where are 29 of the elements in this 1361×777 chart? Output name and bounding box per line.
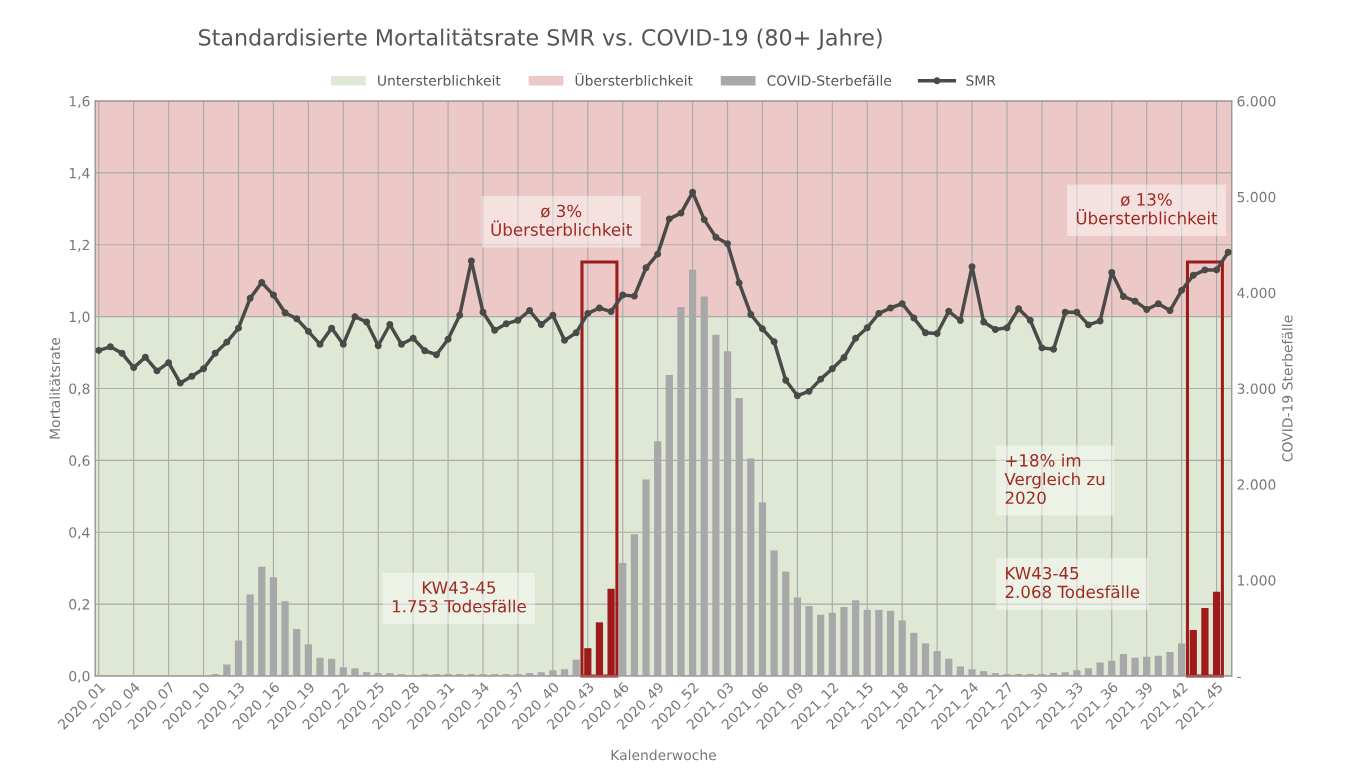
y2-tick-label: 4.000 [1237, 287, 1276, 299]
y-tick-label: 0,6 [69, 455, 90, 468]
y-tick-label: 0,0 [69, 670, 90, 683]
y2-tick-label: 3.000 [1237, 383, 1276, 394]
legend-label: SMR [966, 75, 996, 86]
y-tick-label: 1,2 [69, 239, 90, 252]
legend-label: Übersterblichkeit [575, 72, 693, 86]
y2-axis-title: COVID-19 Sterbefälle [1281, 315, 1293, 462]
y-axis-title: Mortalitätsrate [49, 337, 61, 439]
chart-title: Standardisierte Mortalitätsrate SMR vs. COVID-19 (80+ Jahre) [199, 28, 882, 50]
y2-tick-label: 6.000 [1237, 95, 1276, 107]
y-tick-label: 1,4 [69, 168, 90, 180]
y2-tick-label: 1.000 [1238, 575, 1276, 586]
x-axis-title: Kalenderwoche [611, 749, 716, 761]
legend-label: Untersterblichkeit [378, 75, 501, 86]
y2-tick-label: 2.000 [1237, 479, 1276, 490]
y-tick-label: 0,4 [69, 527, 90, 540]
annotation: KW43-45 1.753 Todesfälle [392, 581, 526, 613]
y2-tick-label: 5.000 [1237, 191, 1276, 203]
annotation: KW43-45 2.068 Todesfälle [1005, 566, 1140, 599]
y-tick-label: 0,2 [69, 599, 90, 612]
y-tick-label: 1,6 [69, 95, 90, 108]
annotation: ø 3% Übersterblichkeit [491, 204, 632, 236]
legend-label: COVID-Sterbefälle [767, 75, 892, 86]
annotation: ø 13% Übersterblichkeit [1076, 193, 1218, 225]
y-tick-label: 1,0 [69, 311, 90, 324]
y2-tick-label: - [1237, 676, 1241, 679]
annotation: +18% im Vergleich zu 2020 [1004, 453, 1105, 504]
y-tick-label: 0,8 [69, 383, 90, 396]
